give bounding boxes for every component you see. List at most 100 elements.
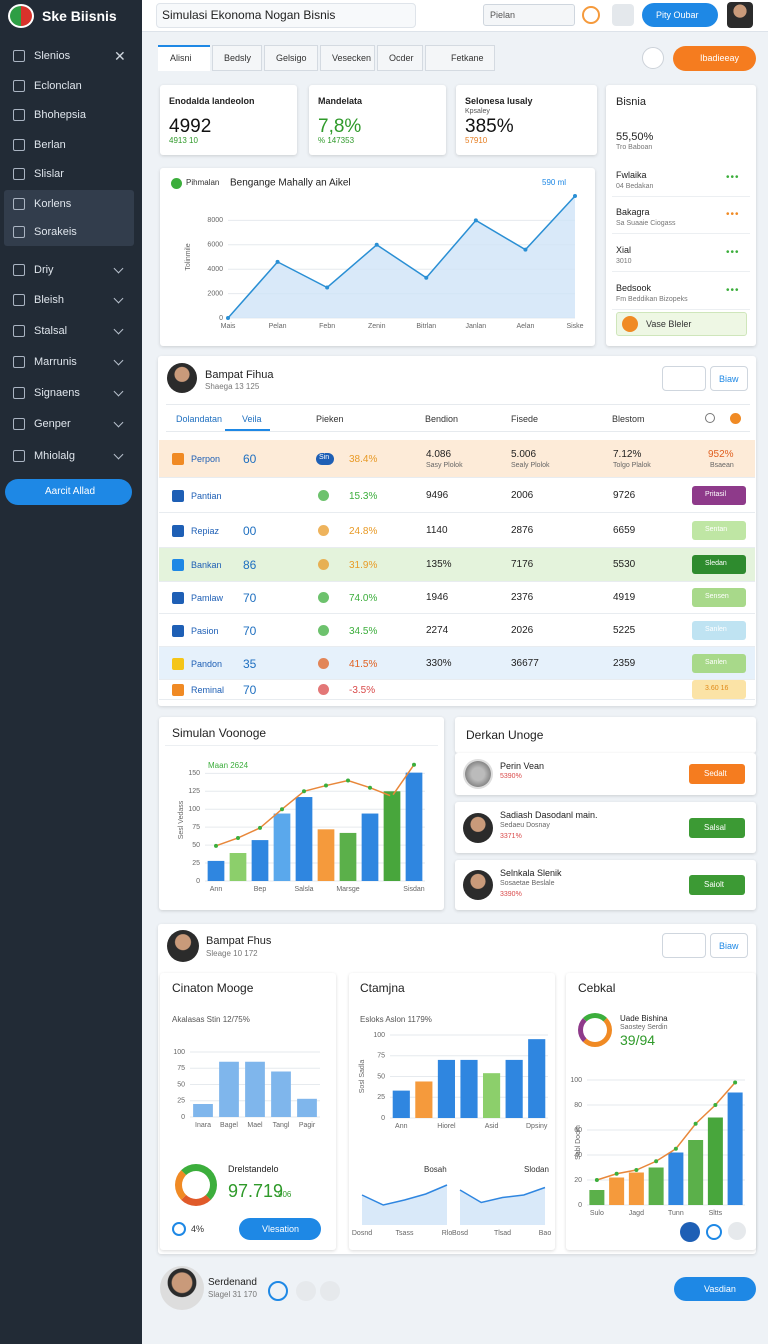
sidebar-button-label[interactable]: Aarcit Allad [45,486,96,497]
icon-button[interactable] [662,366,706,391]
round-icon[interactable] [320,1281,340,1301]
round-icon[interactable] [296,1281,316,1301]
list-button-label[interactable]: Saiolt [704,880,725,889]
list-button-label[interactable]: Salsal [704,822,726,832]
list-button[interactable] [689,875,745,895]
nav-icon[interactable] [13,450,25,462]
nav-item[interactable]: Mhiolalg [34,450,75,462]
gear[interactable] [642,47,664,69]
list-button-label[interactable]: Sedalt [704,769,727,778]
tab[interactable] [320,45,375,71]
nav-item[interactable]: Slislar [34,168,64,180]
tab[interactable] [377,45,423,71]
field[interactable] [483,4,575,26]
nav-item[interactable]: Sorakeis [34,226,77,238]
nav-item[interactable]: Driy [34,264,54,276]
icon-button[interactable] [662,933,706,958]
tab-label[interactable]: Vesecken [332,53,372,63]
nav-item[interactable]: Eclonclan [34,80,82,92]
nav-item[interactable]: Bleish [34,294,64,306]
header-button[interactable] [642,3,718,27]
footer-button[interactable] [674,1277,756,1301]
status-badge[interactable] [692,680,746,699]
icon-button[interactable] [710,933,748,958]
table-row[interactable] [159,478,755,513]
status-badge[interactable] [692,485,746,505]
list-button[interactable] [689,817,745,838]
status-badge[interactable] [692,555,746,574]
status-label[interactable]: Sentan [705,525,728,533]
table-row[interactable] [159,582,755,614]
search-box[interactable] [156,3,416,28]
status-badge[interactable] [692,588,746,607]
tab-label[interactable]: Gelsigo [276,53,307,63]
refresh-icon[interactable] [582,6,600,24]
section-button[interactable]: Biaw [719,374,739,384]
status-label[interactable]: Sledan [705,560,727,567]
status-label[interactable]: 3.60 16 [705,685,729,692]
nav-icon[interactable] [13,294,25,306]
icon-button[interactable] [710,366,748,391]
tab-label[interactable]: Ocder [389,53,414,63]
column-header[interactable]: Pieken [316,414,344,424]
status-label[interactable]: Sensen [705,593,729,600]
table-row[interactable] [159,614,755,647]
tab[interactable] [158,45,210,71]
action-button[interactable] [673,46,756,71]
nav-icon[interactable] [13,198,25,210]
table-row[interactable] [159,647,755,680]
tab[interactable] [212,45,262,71]
nav-item[interactable]: Stalsal [34,325,68,337]
nav-icon[interactable] [13,109,25,121]
nav-item[interactable]: Berlan [34,139,66,151]
section-button[interactable]: Biaw [719,941,739,951]
status-badge[interactable] [692,520,746,540]
status-label[interactable]: Sanlen [705,658,727,666]
tab-label[interactable]: Alisni [170,53,192,63]
sidebar-button[interactable] [5,479,132,505]
tab[interactable] [264,45,318,71]
nav-icon[interactable] [13,387,25,399]
column-header[interactable]: Dolandatan [176,414,223,424]
table-row[interactable] [159,548,755,582]
action-label[interactable]: Ibadieeay [700,53,740,63]
tab-label[interactable]: Bedsly [224,53,252,63]
round-icon[interactable] [268,1281,288,1301]
table-row[interactable] [159,513,755,548]
footer-button-label[interactable]: Vlesation [262,1224,300,1234]
tab[interactable] [425,45,495,71]
nav-icon[interactable] [13,80,25,92]
nav-item[interactable]: Signaens [34,387,80,399]
round-icon[interactable] [680,1222,700,1242]
nav-icon[interactable] [13,325,25,337]
table-row[interactable] [159,680,755,700]
nav-item[interactable]: Genper [34,418,71,430]
round-icon[interactable] [728,1222,746,1240]
nav-icon[interactable] [13,139,25,151]
panel-button-label[interactable]: Vase Bleler [646,319,692,329]
user-icon[interactable] [612,4,634,26]
table-row[interactable] [159,440,755,478]
column-header[interactable]: Fisede [511,414,539,424]
round-icon[interactable] [706,1224,722,1240]
column-header[interactable]: Blestom [612,414,645,424]
nav-icon[interactable] [13,168,25,180]
nav-icon[interactable] [13,226,25,238]
nav-item[interactable]: Korlens [34,198,72,210]
nav-icon[interactable] [13,418,25,430]
column-header[interactable]: Bendion [425,414,459,424]
nav-item[interactable]: Marrunis [34,356,77,368]
column-header[interactable]: Veila [242,414,262,424]
tab-label[interactable]: Fetkane [451,53,484,63]
nav-item[interactable]: Bhohepsia [34,109,86,121]
nav-icon[interactable] [13,356,25,368]
nav-icon[interactable] [13,264,25,276]
header-button-label[interactable]: Pity Oubar [656,10,699,20]
status-label[interactable]: Pritasil [705,490,727,498]
status-badge[interactable] [692,653,746,673]
nav-item[interactable]: Slenios [34,50,71,62]
nav-icon[interactable] [13,50,25,62]
status-badge[interactable] [692,620,746,640]
status-label[interactable]: Sanlen [705,625,727,633]
footer-button[interactable] [239,1218,321,1240]
